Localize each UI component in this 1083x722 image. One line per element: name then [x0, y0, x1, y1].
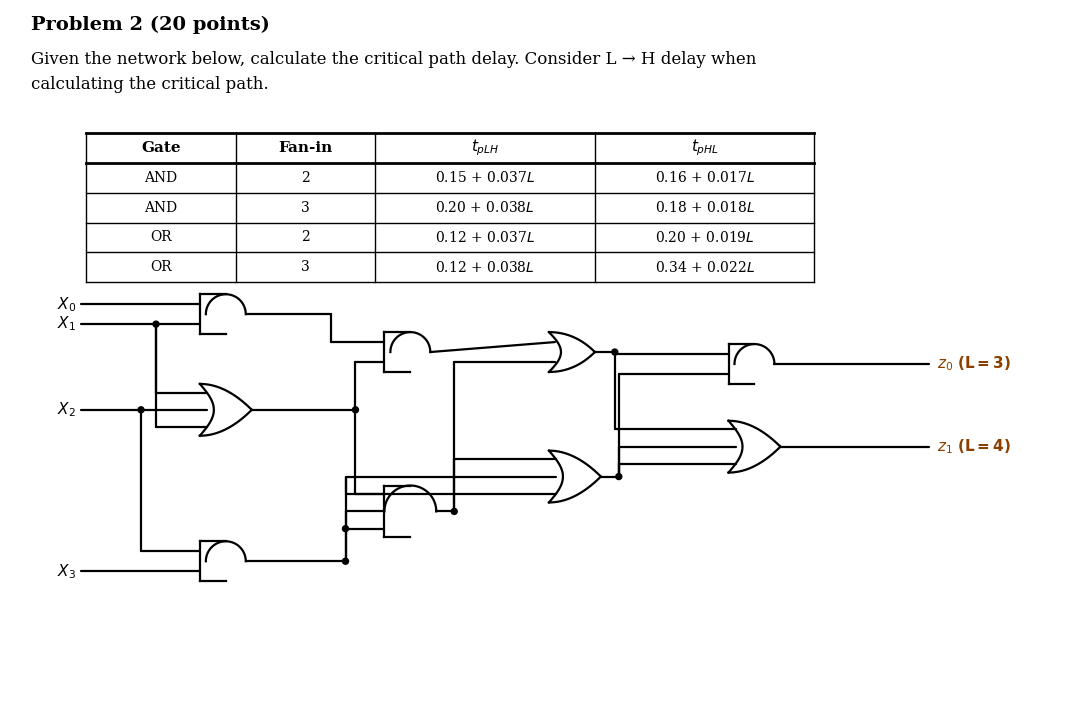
Text: 0.12 + 0.038$L$: 0.12 + 0.038$L$ [435, 260, 535, 275]
Circle shape [616, 474, 622, 479]
Text: AND: AND [144, 170, 178, 185]
Text: $X_2$: $X_2$ [57, 401, 76, 419]
Text: 0.12 + 0.037$L$: 0.12 + 0.037$L$ [435, 230, 535, 245]
Text: 0.18 + 0.018$L$: 0.18 + 0.018$L$ [654, 200, 755, 215]
Circle shape [153, 321, 159, 327]
Text: Problem 2 (20 points): Problem 2 (20 points) [31, 15, 270, 34]
Text: $X_3$: $X_3$ [57, 562, 76, 580]
Text: $t_{pHL}$: $t_{pHL}$ [691, 137, 719, 158]
Text: Gate: Gate [141, 141, 181, 155]
Text: 0.20 + 0.038$L$: 0.20 + 0.038$L$ [435, 200, 535, 215]
Text: 0.15 + 0.037$L$: 0.15 + 0.037$L$ [435, 170, 535, 186]
Text: 0.20 + 0.019$L$: 0.20 + 0.019$L$ [655, 230, 755, 245]
Text: $z_0\ \mathbf{(L=3)}$: $z_0\ \mathbf{(L=3)}$ [937, 355, 1010, 373]
Text: $X_1$: $X_1$ [57, 315, 76, 334]
Text: Given the network below, calculate the critical path delay. Consider L → H delay: Given the network below, calculate the c… [31, 51, 757, 93]
Circle shape [342, 558, 349, 564]
Circle shape [352, 406, 358, 413]
Text: 3: 3 [301, 201, 310, 214]
Circle shape [342, 526, 349, 531]
Text: $z_1\ \mathbf{(L=4)}$: $z_1\ \mathbf{(L=4)}$ [937, 438, 1010, 456]
Text: $t_{pLH}$: $t_{pLH}$ [471, 137, 499, 158]
Text: OR: OR [151, 261, 172, 274]
Circle shape [138, 406, 144, 413]
Text: OR: OR [151, 230, 172, 245]
Text: AND: AND [144, 201, 178, 214]
Circle shape [612, 349, 617, 355]
Circle shape [452, 508, 457, 514]
Text: $X_0$: $X_0$ [57, 295, 76, 313]
Text: 2: 2 [301, 170, 310, 185]
Text: 0.16 + 0.017$L$: 0.16 + 0.017$L$ [654, 170, 755, 186]
Text: 2: 2 [301, 230, 310, 245]
Text: 3: 3 [301, 261, 310, 274]
Text: 0.34 + 0.022$L$: 0.34 + 0.022$L$ [654, 260, 755, 275]
Text: Fan-in: Fan-in [278, 141, 332, 155]
